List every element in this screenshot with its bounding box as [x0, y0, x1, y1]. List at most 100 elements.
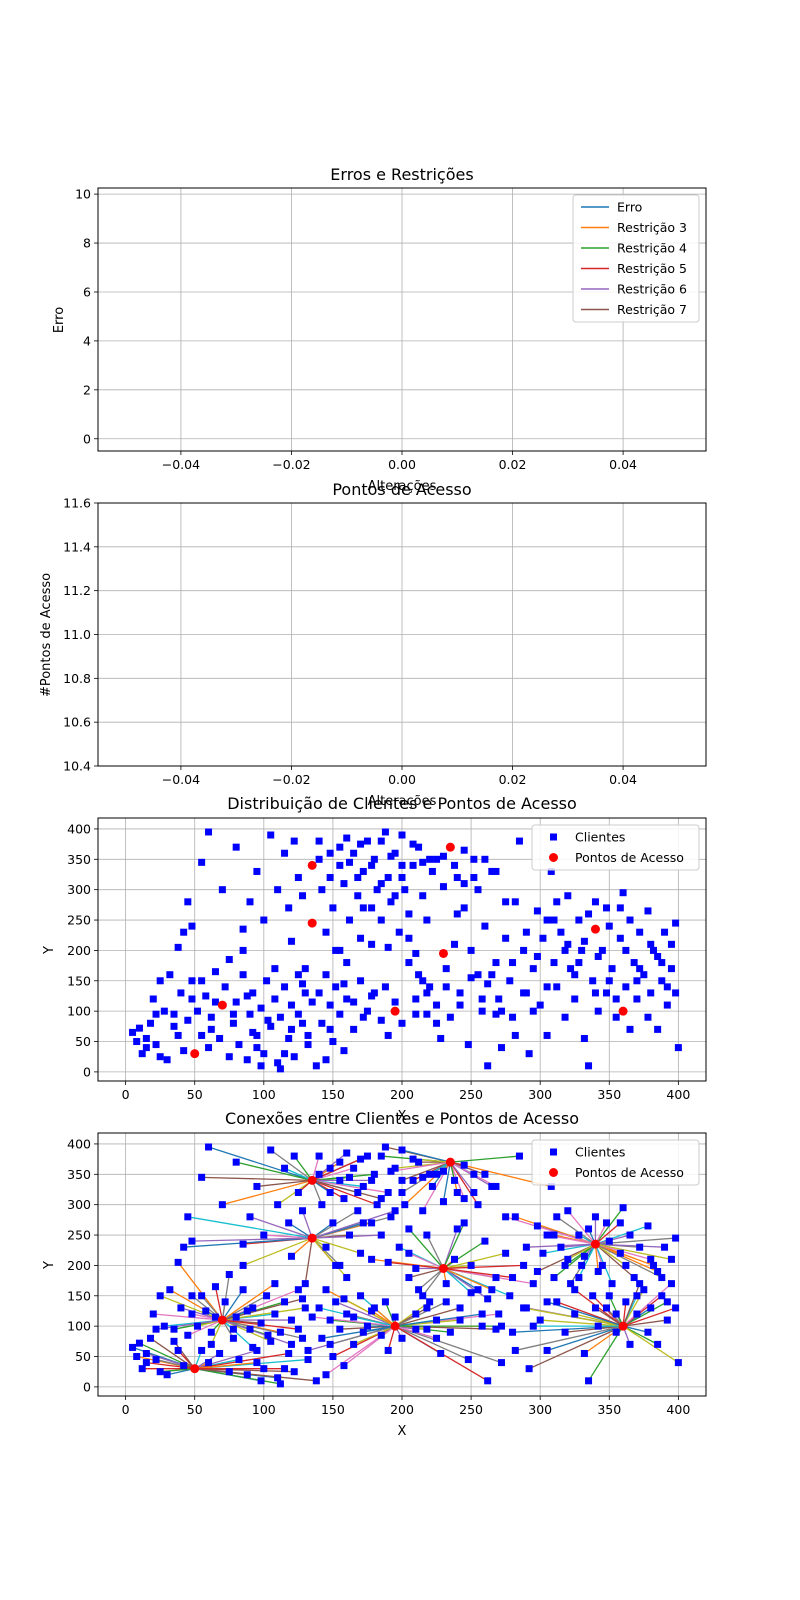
client-marker	[274, 1201, 282, 1209]
client-marker	[368, 904, 376, 912]
client-marker	[211, 1283, 219, 1291]
legend-label: Restrição 4	[617, 241, 687, 256]
client-marker	[605, 977, 613, 985]
client-marker	[622, 983, 630, 991]
client-marker	[218, 1201, 226, 1209]
client-marker	[439, 1167, 447, 1175]
x-tick-label: 0.00	[388, 772, 416, 787]
client-marker	[553, 983, 561, 991]
client-marker	[456, 989, 464, 997]
client-marker	[497, 1007, 505, 1015]
client-marker	[456, 1304, 464, 1312]
client-marker	[332, 1298, 340, 1306]
connection-line	[595, 1243, 627, 1266]
y-tick-label: 50	[75, 1349, 91, 1364]
access-point-marker	[618, 1321, 628, 1331]
client-marker	[142, 1044, 150, 1052]
connection-line	[567, 1210, 596, 1245]
client-marker	[315, 855, 323, 863]
client-marker	[561, 1013, 569, 1021]
y-tick-label: 200	[67, 1258, 91, 1273]
legend-label: Restrição 5	[617, 261, 687, 276]
client-marker	[281, 1050, 289, 1058]
x-tick-label: 150	[321, 1402, 345, 1417]
client-marker	[329, 904, 337, 912]
client-marker	[253, 1359, 261, 1367]
chart-title: Conexões entre Clientes e Pontos de Aces…	[225, 1109, 579, 1128]
client-marker	[539, 934, 547, 942]
client-marker	[553, 1298, 561, 1306]
client-marker	[135, 1339, 143, 1347]
client-marker	[326, 1189, 334, 1197]
client-marker	[357, 840, 365, 848]
client-marker	[263, 977, 271, 985]
client-marker	[287, 1340, 295, 1348]
client-marker	[464, 1356, 472, 1364]
client-marker	[202, 992, 210, 1000]
client-marker	[253, 1044, 261, 1052]
client-marker	[377, 1016, 385, 1024]
client-marker	[267, 1146, 275, 1154]
x-tick-label: 250	[459, 1402, 483, 1417]
client-marker	[274, 1374, 282, 1382]
client-marker	[567, 965, 575, 973]
client-marker	[345, 1173, 353, 1181]
access-point-marker	[590, 1239, 600, 1249]
client-marker	[464, 1041, 472, 1049]
client-marker	[177, 1304, 185, 1312]
connection-line	[408, 1267, 444, 1279]
y-tick-label: 0	[83, 431, 91, 446]
client-marker	[433, 1019, 441, 1027]
client-marker	[492, 1274, 500, 1282]
client-marker	[207, 1025, 215, 1033]
connection-line	[443, 1240, 486, 1269]
client-marker	[502, 1213, 510, 1221]
client-marker	[287, 1001, 295, 1009]
y-tick-label: 0	[83, 1379, 91, 1394]
client-marker	[511, 898, 519, 906]
client-marker	[492, 1325, 500, 1333]
client-marker	[184, 1331, 192, 1339]
client-marker	[343, 1274, 351, 1282]
plot-frame	[97, 502, 707, 767]
client-marker	[202, 1307, 210, 1315]
client-marker	[453, 1225, 461, 1233]
client-marker	[281, 1164, 289, 1172]
client-marker	[198, 1031, 206, 1039]
client-marker	[138, 1365, 146, 1373]
client-marker	[387, 898, 395, 906]
client-marker	[622, 946, 630, 954]
connection-line	[528, 1325, 624, 1370]
chart-title: Erros e Restrições	[330, 165, 473, 184]
client-marker	[216, 1349, 224, 1357]
connection-line	[221, 1289, 244, 1321]
connection-line	[622, 1325, 679, 1364]
client-marker	[177, 989, 185, 997]
client-marker	[409, 1176, 417, 1184]
grid	[98, 502, 706, 767]
connection-line	[263, 1234, 313, 1239]
connection-line	[443, 1267, 472, 1294]
client-marker	[426, 855, 434, 863]
x-tick-label: −0.04	[162, 772, 200, 787]
client-marker	[442, 1298, 450, 1306]
client-marker	[332, 946, 340, 954]
client-marker	[359, 1328, 367, 1336]
client-marker	[287, 1252, 295, 1260]
connection-line	[293, 1155, 313, 1181]
client-marker	[415, 1158, 423, 1166]
client-marker	[377, 837, 385, 845]
client-marker	[622, 1298, 630, 1306]
client-marker	[594, 1267, 602, 1275]
client-marker	[550, 1231, 558, 1239]
client-marker	[674, 1044, 682, 1052]
client-marker	[492, 1182, 500, 1190]
client-marker	[129, 1343, 137, 1351]
client-marker	[571, 971, 579, 979]
connection-line	[236, 1161, 313, 1182]
client-marker	[232, 1313, 240, 1321]
client-marker	[511, 1213, 519, 1221]
client-marker	[616, 934, 624, 942]
client-marker	[301, 989, 309, 997]
